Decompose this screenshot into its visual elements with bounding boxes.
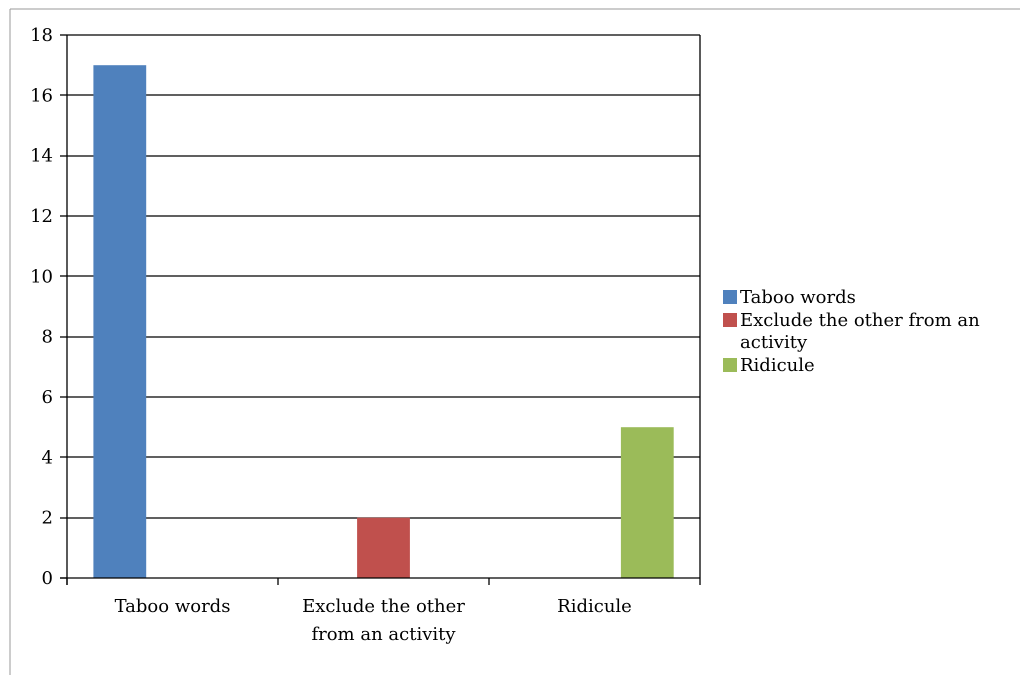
legend-item: Exclude the other from an activity: [723, 310, 980, 353]
x-tick-label: Taboo words: [115, 596, 231, 617]
y-tick-label: 14: [30, 146, 53, 167]
bar: [620, 427, 674, 578]
y-tick-label: 8: [42, 327, 53, 348]
bars: [93, 65, 674, 578]
x-tick-label: Exclude the other from an activity: [302, 596, 465, 645]
legend-swatch: [723, 313, 737, 327]
legend-label: Exclude the other from an activity: [740, 310, 980, 353]
y-tick-label: 4: [42, 447, 53, 468]
legend-item: Taboo words: [723, 287, 856, 308]
y-tick-label: 2: [42, 508, 53, 529]
y-tick-label: 16: [30, 85, 53, 106]
y-tick-label: 6: [42, 387, 53, 408]
axes: [60, 34, 701, 585]
legend-item: Ridicule: [723, 355, 815, 376]
y-tick-label: 0: [42, 568, 53, 589]
grid-lines: [67, 34, 700, 519]
legend-swatch: [723, 358, 737, 372]
bar: [357, 517, 410, 578]
x-axis-tick-labels: Taboo words Exclude the other from an acti…: [115, 596, 632, 645]
legend-label: Taboo words: [740, 287, 856, 308]
legend-swatch: [723, 290, 737, 304]
y-tick-label: 10: [30, 266, 53, 287]
y-tick-label: 12: [30, 206, 53, 227]
x-tick-label: Ridicule: [557, 596, 632, 617]
bar: [93, 65, 147, 578]
y-tick-label: 18: [30, 25, 53, 46]
y-axis-tick-labels: 0 2 4 6 8 10 12 14 16 18: [30, 25, 53, 589]
legend-label: Ridicule: [740, 355, 815, 376]
